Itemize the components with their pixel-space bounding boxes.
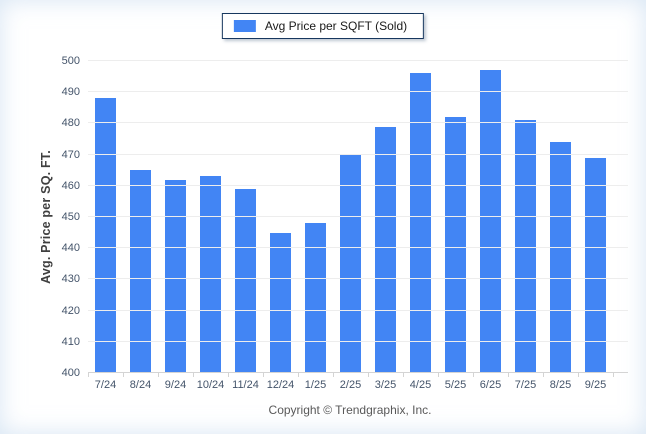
bar-8/25: [550, 142, 571, 373]
x-tick-6: [298, 373, 299, 377]
bar-7/24: [95, 98, 116, 373]
x-tick-9: [403, 373, 404, 377]
bar-slot-10/24: [193, 61, 228, 373]
plot-area: [88, 60, 628, 373]
x-label-8/24: 8/24: [129, 379, 152, 391]
bar-12/24: [270, 232, 291, 373]
legend-label: Avg Price per SQFT (Sold): [264, 19, 408, 33]
x-tick-12: [508, 373, 509, 377]
x-tick-14: [578, 373, 579, 377]
x-label-11/24: 11/24: [232, 379, 259, 391]
bar-slot-8/24: [123, 61, 158, 373]
gridline-450: [88, 216, 628, 217]
bar-3/25: [375, 126, 396, 373]
bar-10/24: [200, 176, 221, 373]
x-label-7/25: 7/25: [514, 379, 537, 391]
gridline-440: [88, 247, 628, 249]
bar-4/25: [410, 73, 431, 373]
bar-9/24: [165, 179, 186, 373]
x-tick-13: [543, 373, 544, 377]
bar-11/24: [235, 188, 256, 373]
bar-2/25: [340, 154, 361, 373]
bar-slot-2/25: [333, 61, 368, 373]
x-label-6/25: 6/25: [479, 379, 502, 391]
gridline-400: [88, 372, 628, 373]
y-tick-label-430: 430: [61, 273, 80, 286]
bar-slot-9/24: [158, 61, 193, 373]
x-label-4/25: 4/25: [409, 379, 432, 391]
gridline-410: [88, 340, 628, 342]
x-tick-7: [333, 373, 334, 377]
bar-5/25: [445, 117, 466, 373]
x-label-12/24: 12/24: [266, 379, 295, 391]
bar-9/25: [585, 157, 606, 373]
legend-swatch: [233, 20, 256, 32]
x-label-8/25: 8/25: [549, 379, 572, 391]
x-tick-2: [158, 373, 159, 377]
bar-8/24: [130, 170, 151, 373]
y-tick-label-460: 460: [61, 179, 80, 192]
gridline-480: [88, 122, 628, 124]
gridline-470: [88, 153, 628, 155]
x-tick-5: [263, 373, 264, 377]
gridline-430: [88, 278, 628, 280]
x-tick-1: [123, 373, 124, 377]
gridline-460: [88, 184, 628, 186]
bar-slot-7/24: [88, 61, 123, 373]
x-label-3/25: 3/25: [374, 379, 397, 391]
y-tick-label-410: 410: [61, 335, 80, 348]
bar-slot-11/24: [228, 61, 263, 373]
y-tick-label-440: 440: [61, 242, 80, 255]
y-tick-label-490: 490: [61, 86, 80, 99]
x-label-2/25: 2/25: [339, 379, 362, 391]
x-tick-8: [368, 373, 369, 377]
bar-slot-4/25: [403, 61, 438, 373]
x-label-7/24: 7/24: [94, 379, 117, 391]
x-tick-0: [88, 373, 89, 377]
x-tick-15: [613, 373, 614, 377]
x-label-9/25: 9/25: [584, 379, 607, 391]
bars-container: [88, 61, 613, 373]
x-label-5/25: 5/25: [444, 379, 467, 391]
x-label-1/25: 1/25: [304, 379, 327, 391]
copyright-text: Copyright © Trendgraphix, Inc.: [268, 403, 432, 417]
x-label-10/24: 10/24: [196, 379, 225, 391]
bar-slot-5/25: [438, 61, 473, 373]
bar-slot-12/24: [263, 61, 298, 373]
x-tick-11: [473, 373, 474, 377]
bar-1/25: [305, 223, 326, 373]
x-tick-10: [438, 373, 439, 377]
y-tick-label-420: 420: [61, 304, 80, 317]
x-tick-4: [228, 373, 229, 377]
x-label-9/24: 9/24: [164, 379, 187, 391]
bar-slot-1/25: [298, 61, 333, 373]
bar-slot-6/25: [473, 61, 508, 373]
y-tick-label-480: 480: [61, 117, 80, 130]
bar-6/25: [480, 70, 501, 373]
gridline-490: [88, 91, 628, 93]
y-tick-label-450: 450: [61, 211, 80, 223]
bar-slot-7/25: [508, 61, 543, 373]
chart-legend: Avg Price per SQFT (Sold): [221, 13, 425, 39]
x-axis-labels: 7/24 8/24 9/24 10/24 11/24 12/24 1/25 2/25 3/25 4…: [88, 379, 613, 391]
gridline-420: [88, 309, 628, 311]
y-tick-label-470: 470: [61, 148, 80, 161]
bar-slot-3/25: [368, 61, 403, 373]
y-tick-label-400: 400: [61, 367, 80, 379]
y-tick-label-500: 500: [61, 55, 80, 67]
gridline-500: [88, 60, 628, 61]
bar-slot-8/25: [543, 61, 578, 373]
x-tick-3: [193, 373, 194, 377]
bar-slot-9/25: [578, 61, 613, 373]
